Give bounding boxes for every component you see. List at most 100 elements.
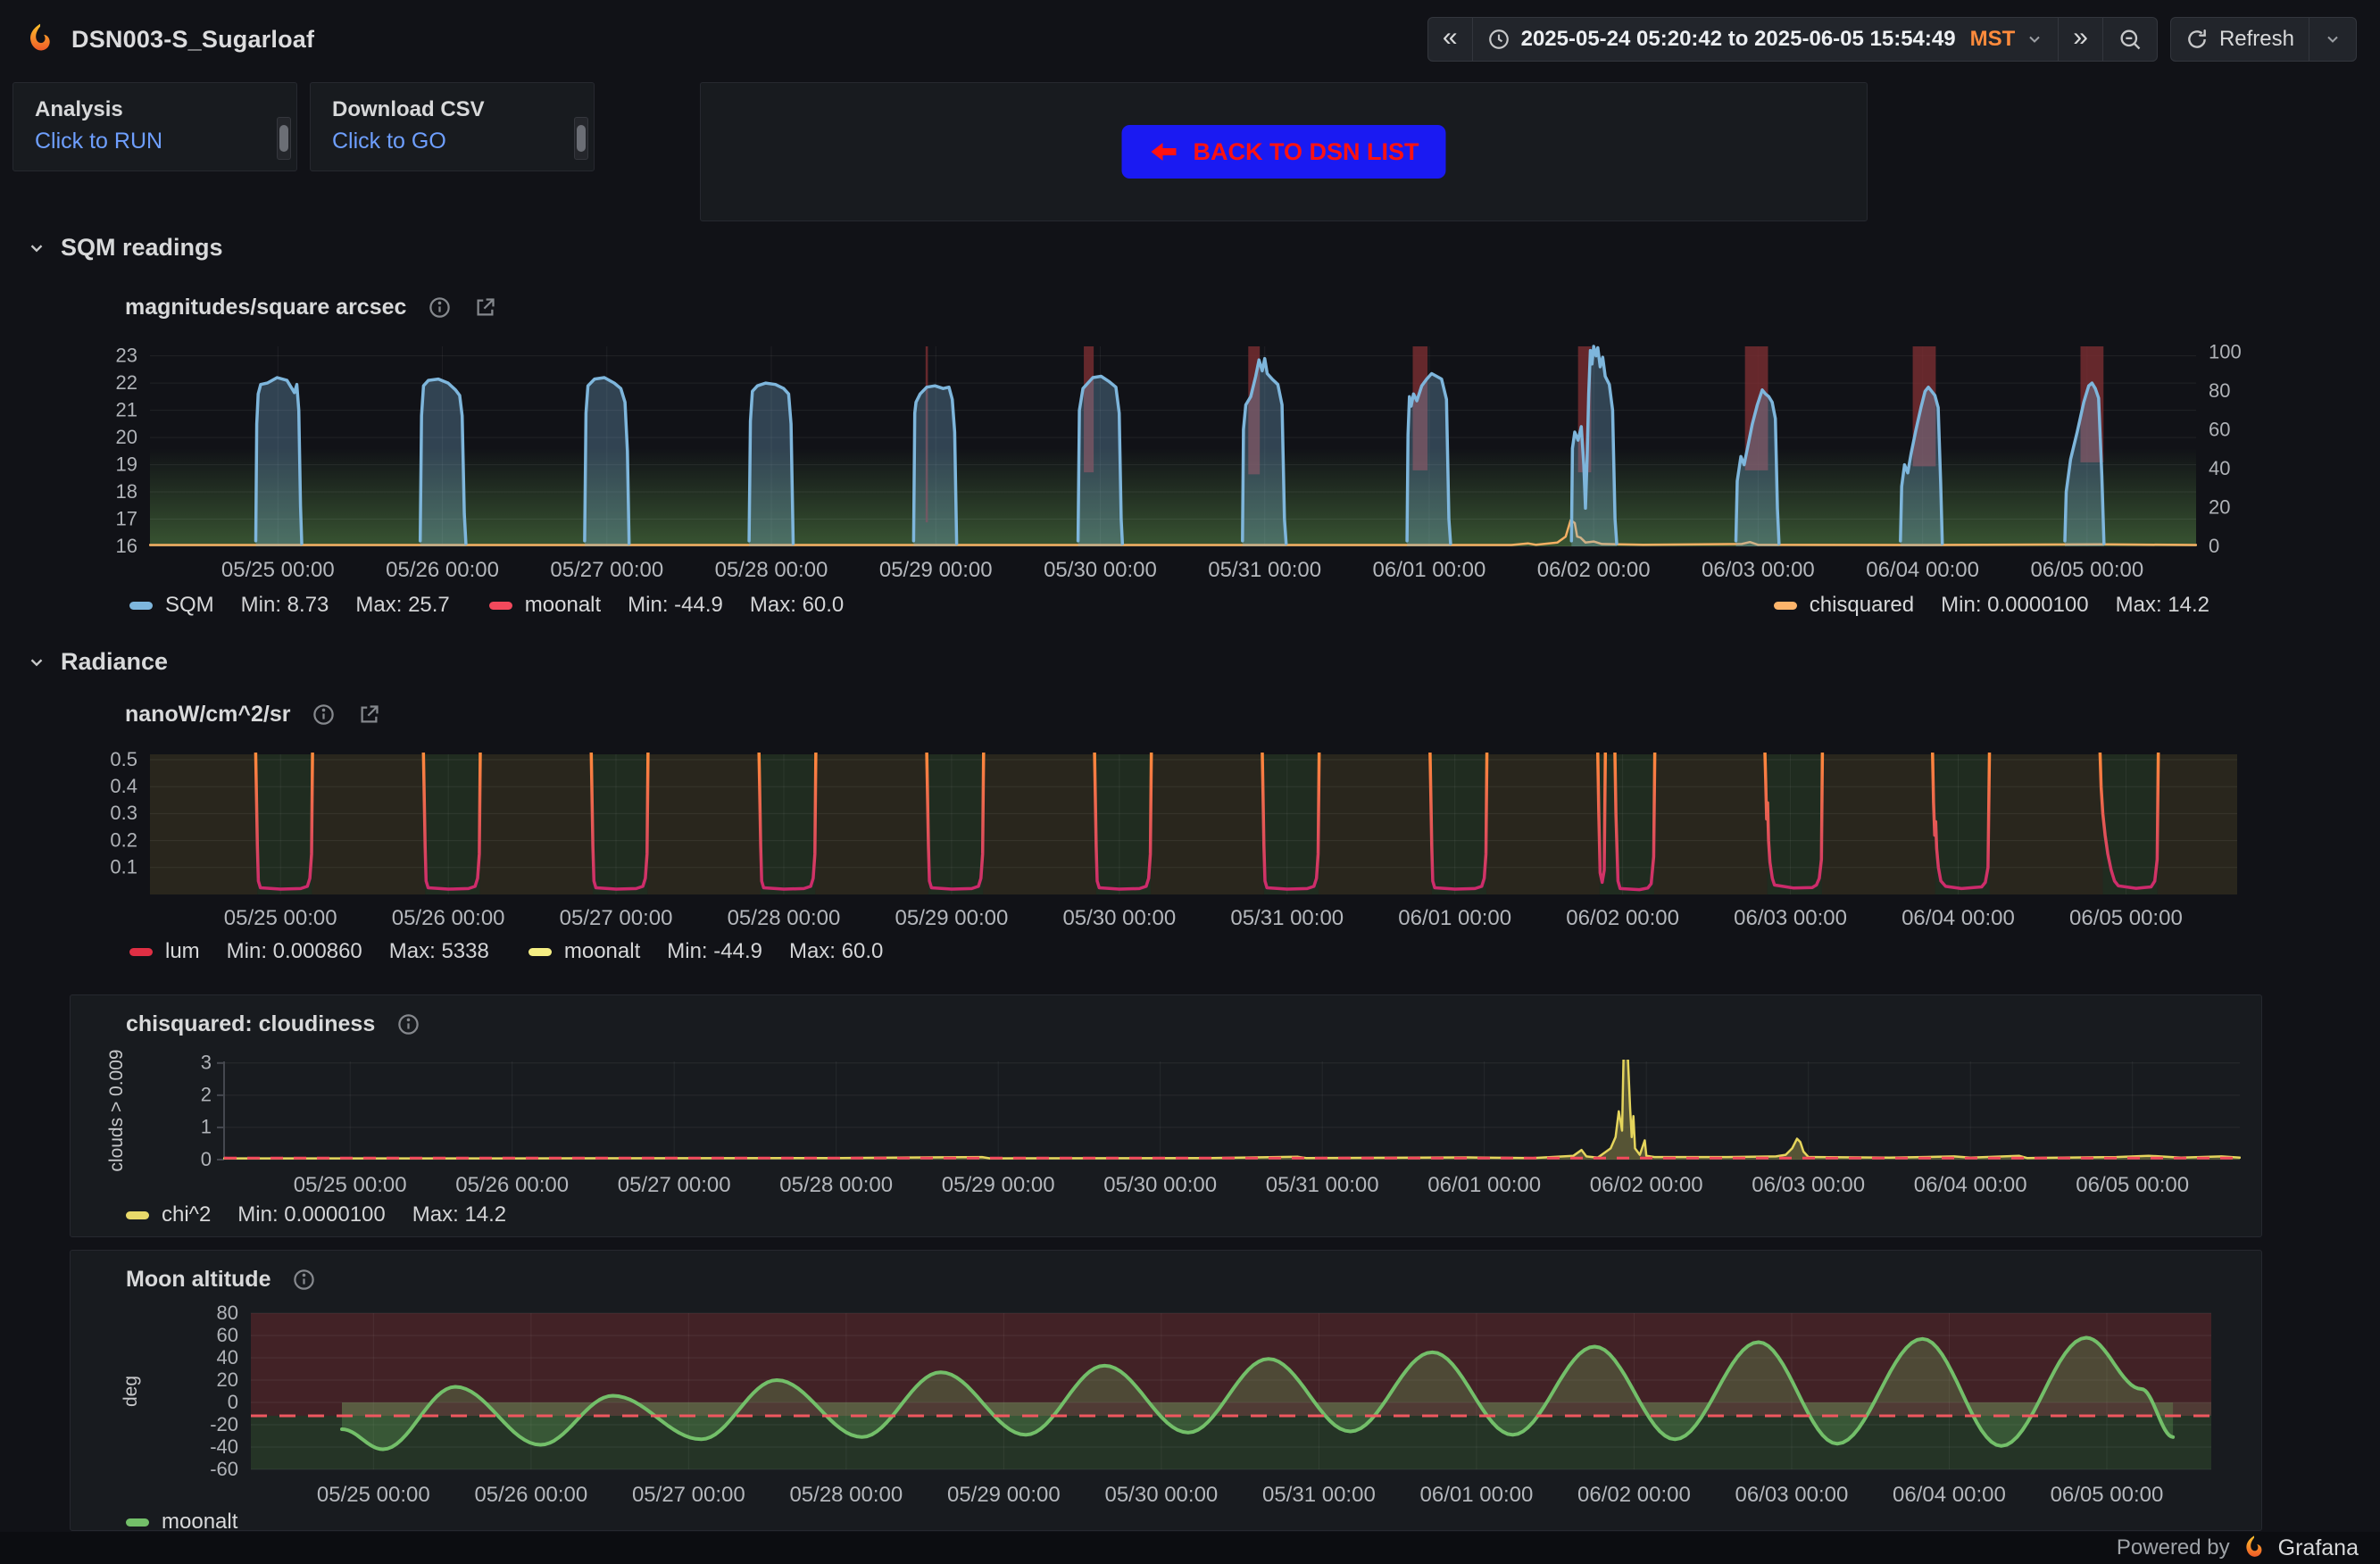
legend-max: Max: 14.2 xyxy=(2115,593,2209,617)
svg-text:05/30 00:00: 05/30 00:00 xyxy=(1103,1173,1217,1197)
left-arrow-icon xyxy=(1148,140,1178,163)
time-shift-forward-button[interactable]: » xyxy=(2058,17,2103,62)
svg-text:0.5: 0.5 xyxy=(110,748,137,770)
svg-text:40: 40 xyxy=(2209,457,2230,479)
double-left-icon: « xyxy=(1442,22,1458,52)
analysis-panel: Analysis Click to RUN xyxy=(12,82,297,171)
chisquared-panel-title: chisquared: cloudiness xyxy=(126,1011,420,1037)
svg-text:2: 2 xyxy=(201,1084,212,1106)
moon-altitude-panel: Moon altitude 80 60 40 20 0 -20 -40 -60 05/25 00… xyxy=(70,1250,2262,1534)
svg-text:05/29 00:00: 05/29 00:00 xyxy=(947,1483,1061,1507)
top-bar: DSN003-S_Sugarloaf « 2025-05-24 05:20:42… xyxy=(0,0,2380,79)
radiance-panel-title: nanoW/cm^2/sr xyxy=(125,702,381,728)
svg-text:06/01 00:00: 06/01 00:00 xyxy=(1427,1173,1541,1197)
time-shift-back-button[interactable]: « xyxy=(1427,17,1473,62)
panel-title-text: Moon altitude xyxy=(126,1267,271,1292)
scrollbar[interactable] xyxy=(574,117,588,160)
svg-text:19: 19 xyxy=(116,453,137,475)
svg-text:06/05 00:00: 06/05 00:00 xyxy=(2051,1483,2164,1507)
chevron-down-icon xyxy=(30,658,43,666)
svg-text:05/25 00:00: 05/25 00:00 xyxy=(317,1483,430,1507)
sqm-legend: SQM Min: 8.73 Max: 25.7 moonalt Min: -44.9 Ma… xyxy=(129,593,2209,618)
svg-text:05/25 00:00: 05/25 00:00 xyxy=(221,558,335,582)
powered-by-label: Powered by xyxy=(2116,1535,2230,1560)
legend-swatch xyxy=(528,947,552,956)
refresh-button[interactable]: Refresh xyxy=(2169,17,2309,62)
svg-text:06/02 00:00: 06/02 00:00 xyxy=(1590,1173,1703,1197)
zoom-out-button[interactable] xyxy=(2101,17,2158,62)
svg-text:06/02 00:00: 06/02 00:00 xyxy=(1577,1483,1691,1507)
svg-text:20: 20 xyxy=(116,426,137,448)
chevron-down-icon xyxy=(2026,30,2043,48)
legend-min: Min: 0.000860 xyxy=(226,939,362,963)
svg-text:05/27 00:00: 05/27 00:00 xyxy=(550,558,663,582)
external-link-icon[interactable] xyxy=(473,295,497,320)
back-to-dsn-list-button[interactable]: BACK TO DSN LIST xyxy=(1121,125,1446,179)
legend-min: Min: -44.9 xyxy=(628,593,723,617)
download-panel-title: Download CSV xyxy=(332,97,485,121)
legend-min: Min: 0.0000100 xyxy=(237,1202,386,1227)
legend-min: Min: -44.9 xyxy=(667,939,762,963)
radiance-chart[interactable]: 0.5 0.4 0.3 0.2 0.1 05/25 00:00 05/26 00:00 05/… xyxy=(0,744,2285,935)
refresh-icon xyxy=(2185,28,2209,51)
svg-text:06/02 00:00: 06/02 00:00 xyxy=(1566,906,1679,930)
legend-item-chisquared[interactable]: chisquared Min: 0.0000100 Max: 14.2 xyxy=(1773,593,2209,618)
legend-swatch xyxy=(126,1210,149,1219)
legend-item-lum[interactable]: lum Min: 0.000860 Max: 5338 xyxy=(129,939,489,964)
legend-max: Max: 14.2 xyxy=(412,1202,507,1227)
refresh-group: Refresh xyxy=(2169,17,2357,62)
svg-text:-60: -60 xyxy=(210,1458,238,1480)
page-title: DSN003-S_Sugarloaf xyxy=(71,25,315,53)
section-radiance[interactable]: Radiance xyxy=(27,648,168,676)
external-link-icon[interactable] xyxy=(357,703,381,727)
grafana-brand-label[interactable]: Grafana xyxy=(2277,1535,2359,1560)
svg-text:05/31 00:00: 05/31 00:00 xyxy=(1266,1173,1379,1197)
double-right-icon: » xyxy=(2073,22,2088,52)
legend-item-moonalt[interactable]: moonalt Min: -44.9 Max: 60.0 xyxy=(528,939,883,964)
svg-text:-40: -40 xyxy=(210,1435,238,1458)
legend-item-moonalt[interactable]: moonalt xyxy=(126,1510,237,1535)
info-icon[interactable] xyxy=(428,295,452,320)
legend-swatch xyxy=(488,601,512,610)
svg-text:0.3: 0.3 xyxy=(110,802,137,824)
svg-text:05/26 00:00: 05/26 00:00 xyxy=(455,1173,569,1197)
legend-item-moonalt[interactable]: moonalt Min: -44.9 Max: 60.0 xyxy=(488,593,844,618)
download-go-link[interactable]: Click to GO xyxy=(332,129,446,154)
scrollbar[interactable] xyxy=(277,117,291,160)
svg-text:80: 80 xyxy=(2209,379,2230,402)
svg-text:05/31 00:00: 05/31 00:00 xyxy=(1262,1483,1376,1507)
svg-text:clouds > 0.009: clouds > 0.009 xyxy=(106,1049,127,1171)
info-icon[interactable] xyxy=(312,703,336,727)
svg-text:05/27 00:00: 05/27 00:00 xyxy=(560,906,673,930)
moon-panel-title: Moon altitude xyxy=(126,1267,316,1293)
svg-text:06/04 00:00: 06/04 00:00 xyxy=(1902,906,2015,930)
svg-text:05/27 00:00: 05/27 00:00 xyxy=(618,1173,731,1197)
time-range-picker[interactable]: 2025-05-24 05:20:42 to 2025-06-05 15:54:… xyxy=(1471,17,2060,62)
chisquared-chart[interactable]: 3 2 1 0 05/25 00:00 05/26 00:00 05/27 00:00 05/… xyxy=(71,1047,2261,1199)
svg-text:05/31 00:00: 05/31 00:00 xyxy=(1208,558,1321,582)
section-sqm-readings[interactable]: SQM readings xyxy=(27,234,223,262)
svg-text:3: 3 xyxy=(201,1052,212,1074)
info-icon[interactable] xyxy=(396,1012,420,1036)
svg-text:05/25 00:00: 05/25 00:00 xyxy=(294,1173,407,1197)
scrollbar-thumb[interactable] xyxy=(577,125,586,152)
svg-text:05/25 00:00: 05/25 00:00 xyxy=(224,906,337,930)
svg-text:05/29 00:00: 05/29 00:00 xyxy=(942,1173,1055,1197)
chisquared-legend: chi^2 Min: 0.0000100 Max: 14.2 xyxy=(126,1202,2179,1227)
svg-text:100: 100 xyxy=(2209,340,2242,362)
legend-min: Min: 0.0000100 xyxy=(1941,593,2089,617)
legend-min: Min: 8.73 xyxy=(240,593,329,617)
info-icon[interactable] xyxy=(292,1268,316,1292)
scrollbar-thumb[interactable] xyxy=(279,125,288,152)
svg-text:05/29 00:00: 05/29 00:00 xyxy=(879,558,993,582)
svg-text:05/28 00:00: 05/28 00:00 xyxy=(728,906,841,930)
analysis-run-link[interactable]: Click to RUN xyxy=(35,129,163,154)
sqm-chart[interactable]: 23 22 21 20 19 18 17 16 100 80 60 40 20 0 05/25 00:00 0… xyxy=(0,336,2285,593)
legend-item-chi^2[interactable]: chi^2 Min: 0.0000100 Max: 14.2 xyxy=(126,1202,506,1227)
legend-item-SQM[interactable]: SQM Min: 8.73 Max: 25.7 xyxy=(129,593,450,618)
refresh-interval-button[interactable] xyxy=(2309,17,2357,62)
svg-text:06/03 00:00: 06/03 00:00 xyxy=(1734,906,1847,930)
svg-text:0.4: 0.4 xyxy=(110,775,137,797)
svg-text:1: 1 xyxy=(201,1116,212,1138)
